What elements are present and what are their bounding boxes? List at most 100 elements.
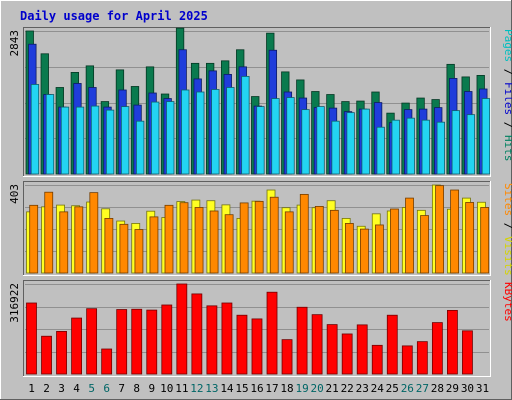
bar-pages-day-29 <box>451 110 461 175</box>
bar-pages-day-31 <box>481 98 491 175</box>
bar-sites-day-25 <box>390 208 399 274</box>
bar-sites-day-23 <box>360 228 369 274</box>
x-tick-label-day-28: 28 <box>431 382 444 395</box>
x-tick-label-day-22: 22 <box>341 382 354 395</box>
bar-sites-day-13 <box>209 210 219 274</box>
legend-hits-files-pages: Pages / Files / Hits <box>502 29 512 162</box>
legend-entry-kbytes-0: KBytes <box>502 282 512 322</box>
series-kbytes <box>26 283 473 375</box>
bar-sites-day-8 <box>134 229 144 274</box>
bar-kbytes-day-4 <box>71 317 82 375</box>
y-max-label-kbytes: 316922 <box>8 283 21 323</box>
bar-sites-day-19 <box>299 193 309 274</box>
bar-kbytes-day-30 <box>462 330 473 375</box>
bar-sites-day-18 <box>284 211 294 274</box>
x-tick-label-day-20: 20 <box>311 382 324 395</box>
bar-kbytes-day-28 <box>431 322 443 375</box>
bar-pages-day-13 <box>211 89 220 175</box>
bar-kbytes-day-2 <box>41 335 52 375</box>
x-tick-label-day-4: 4 <box>73 382 80 395</box>
bar-pages-day-16 <box>256 106 265 175</box>
x-tick-label-day-29: 29 <box>446 382 459 395</box>
series-sites <box>29 185 490 274</box>
bar-sites-day-2 <box>44 191 54 274</box>
bar-kbytes-day-23 <box>356 324 368 375</box>
bar-sites-day-17 <box>269 196 279 274</box>
bar-pages-day-11 <box>181 89 190 175</box>
legend-visits-sites: Sites / Visits <box>502 183 512 276</box>
bar-sites-day-11 <box>179 202 189 274</box>
x-axis-labels: 1 2 3 4 5 6 7 8 9 10 11 12 13 14 15 16 17 18 19 20 21 22 23 24 2… <box>28 382 489 395</box>
bar-kbytes-day-5 <box>86 308 98 375</box>
bar-pages-day-10 <box>166 101 175 175</box>
x-tick-label-day-10: 10 <box>160 382 173 395</box>
bar-sites-day-4 <box>74 206 84 274</box>
bar-sites-day-30 <box>465 202 475 274</box>
bar-pages-day-8 <box>136 120 145 175</box>
panel-kbytes: 316922 KBytes <box>8 280 512 377</box>
x-tick-label-day-3: 3 <box>58 382 65 395</box>
x-tick-label-day-12: 12 <box>190 382 203 395</box>
x-tick-label-day-26: 26 <box>401 382 414 395</box>
bar-kbytes-day-18 <box>281 339 293 375</box>
bar-pages-day-12 <box>196 91 205 175</box>
bar-kbytes-day-7 <box>116 309 128 375</box>
bar-kbytes-day-14 <box>221 302 233 375</box>
bar-kbytes-day-13 <box>206 305 218 375</box>
bar-kbytes-day-25 <box>386 314 398 375</box>
bar-sites-day-16 <box>254 200 264 274</box>
bar-pages-day-14 <box>226 87 235 175</box>
legend-entry-hits-files-pages-4: Hits <box>502 135 512 162</box>
bar-sites-day-5 <box>89 192 99 274</box>
x-tick-label-day-11: 11 <box>175 382 188 395</box>
y-max-label-visits-sites: 403 <box>8 184 21 204</box>
bar-pages-day-21 <box>331 120 340 175</box>
bar-pages-day-9 <box>151 101 160 175</box>
bar-pages-day-15 <box>241 76 250 175</box>
legend-kbytes: KBytes <box>502 282 512 322</box>
bar-sites-day-12 <box>194 207 204 274</box>
series-pages <box>30 76 491 175</box>
x-tick-label-day-5: 5 <box>88 382 95 395</box>
legend-entry-visits-sites-2: Visits <box>502 236 512 276</box>
bar-sites-day-6 <box>104 218 114 274</box>
bar-pages-day-3 <box>60 106 70 175</box>
bar-pages-day-28 <box>436 121 445 175</box>
bar-kbytes-day-26 <box>401 345 413 375</box>
panels-group: 2843 Pages / Files / Hits 403 Sites / Visit… <box>8 27 512 377</box>
bar-pages-day-30 <box>466 114 476 175</box>
x-tick-label-day-1: 1 <box>28 382 35 395</box>
bar-sites-day-3 <box>59 211 69 274</box>
panel-visits-sites: 403 Sites / Visits <box>8 181 512 276</box>
legend-entry-visits-sites-0: Sites <box>502 183 512 216</box>
x-tick-label-day-6: 6 <box>103 382 110 395</box>
bar-kbytes-day-12 <box>191 293 203 375</box>
bar-pages-day-2 <box>45 94 55 175</box>
bar-kbytes-day-20 <box>311 314 323 375</box>
legend-entry-hits-files-pages-2: Files <box>502 82 512 115</box>
bar-kbytes-day-3 <box>56 330 67 375</box>
x-tick-label-day-17: 17 <box>265 382 278 395</box>
y-max-label-hits-files-pages: 2843 <box>8 30 21 57</box>
bar-pages-day-26 <box>406 117 415 175</box>
bar-sites-day-10 <box>164 204 174 274</box>
bar-kbytes-day-17 <box>266 291 278 375</box>
bar-sites-day-9 <box>149 216 159 274</box>
x-tick-label-day-9: 9 <box>148 382 155 395</box>
bar-sites-day-20 <box>314 205 324 274</box>
x-tick-label-day-18: 18 <box>280 382 293 395</box>
bar-kbytes-day-16 <box>251 318 263 375</box>
bar-pages-day-25 <box>391 119 400 175</box>
x-tick-label-day-7: 7 <box>118 382 125 395</box>
bar-pages-day-18 <box>286 97 295 175</box>
x-tick-label-day-27: 27 <box>416 382 429 395</box>
bar-sites-day-7 <box>119 223 129 274</box>
bar-kbytes-day-10 <box>161 304 173 375</box>
legend-entry-hits-files-pages-0: Pages <box>502 29 512 62</box>
x-tick-label-day-21: 21 <box>326 382 339 395</box>
bar-sites-day-24 <box>375 224 384 274</box>
bar-pages-day-7 <box>120 106 130 175</box>
bar-sites-day-29 <box>450 189 460 274</box>
x-tick-label-day-16: 16 <box>250 382 263 395</box>
bar-pages-day-1 <box>30 84 40 175</box>
